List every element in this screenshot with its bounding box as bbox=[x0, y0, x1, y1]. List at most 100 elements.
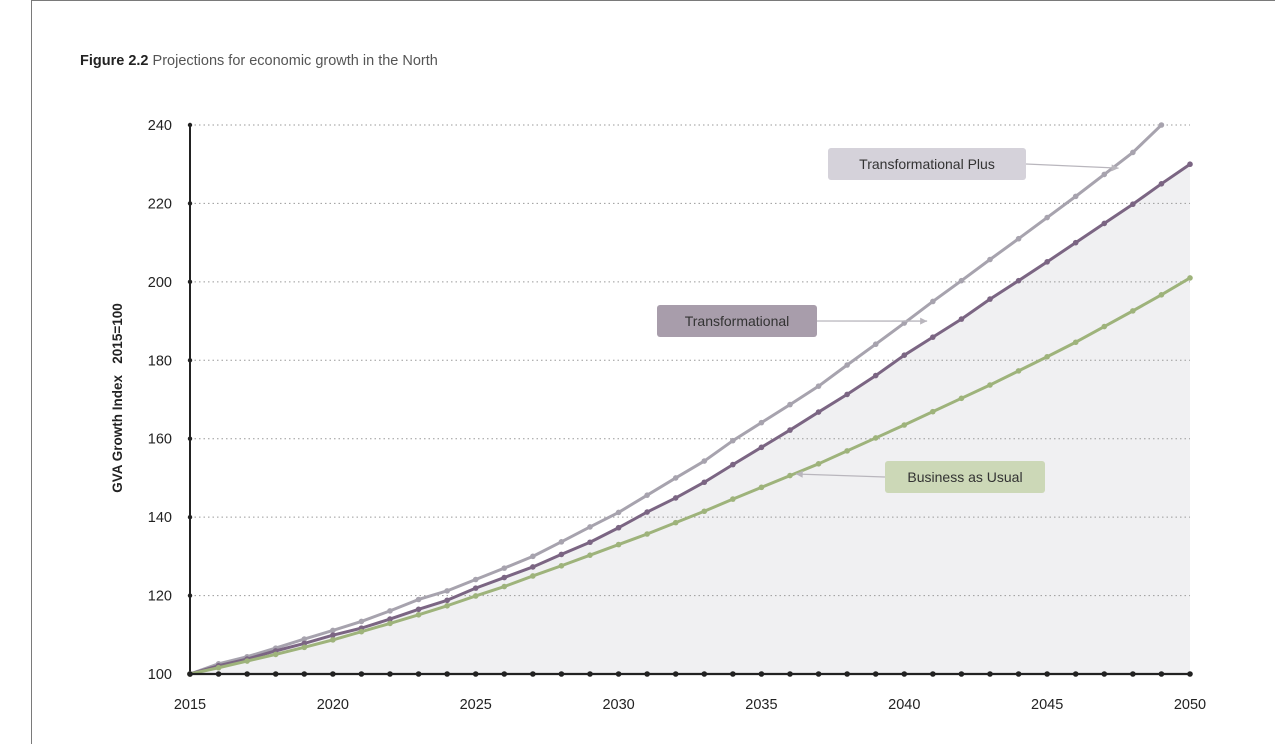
point-business-as-usual-11 bbox=[501, 583, 508, 590]
point-baseline-11 bbox=[501, 671, 508, 677]
annotation-box-transformational bbox=[657, 305, 817, 337]
point-business-as-usual-22 bbox=[815, 461, 822, 467]
area-fill bbox=[190, 164, 1190, 674]
point-transformational-23 bbox=[844, 391, 850, 398]
point-baseline-26 bbox=[930, 671, 936, 677]
series-transformational bbox=[187, 161, 1193, 677]
series-business-as-usual bbox=[187, 275, 1193, 677]
point-baseline-25 bbox=[901, 671, 908, 677]
point-baseline-1 bbox=[215, 671, 222, 677]
point-transformational-plus-27 bbox=[958, 277, 965, 284]
point-business-as-usual-13 bbox=[558, 562, 565, 569]
series-layer bbox=[187, 122, 1193, 677]
y-tick-label-120: 120 bbox=[148, 589, 172, 605]
point-transformational-13 bbox=[558, 551, 565, 558]
point-transformational-10 bbox=[472, 585, 479, 591]
point-transformational-plus-11 bbox=[501, 565, 508, 571]
x-tick-label-2050: 2050 bbox=[1174, 697, 1206, 713]
point-transformational-15 bbox=[615, 524, 622, 531]
point-transformational-plus-34 bbox=[1158, 122, 1165, 128]
point-baseline-24 bbox=[872, 671, 879, 677]
point-baseline-22 bbox=[815, 671, 822, 677]
point-business-as-usual-1 bbox=[215, 664, 222, 671]
annotation-business-as-usual: Business as Usual bbox=[795, 461, 1045, 493]
point-baseline-35 bbox=[1187, 671, 1193, 677]
point-transformational-plus-26 bbox=[930, 298, 936, 305]
point-transformational-plus-20 bbox=[758, 419, 765, 426]
x-tick-label-2040: 2040 bbox=[888, 697, 920, 713]
point-business-as-usual-7 bbox=[387, 620, 393, 627]
point-business-as-usual-10 bbox=[472, 593, 479, 599]
point-business-as-usual-2 bbox=[244, 658, 250, 664]
point-business-as-usual-12 bbox=[530, 573, 536, 579]
point-business-as-usual-4 bbox=[301, 644, 308, 651]
annotation-box-transformational-plus bbox=[828, 148, 1026, 180]
point-transformational-25 bbox=[901, 352, 908, 358]
point-transformational-17 bbox=[672, 495, 679, 501]
point-baseline-14 bbox=[587, 671, 593, 677]
point-transformational-plus-23 bbox=[844, 362, 850, 368]
point-transformational-plus-29 bbox=[1015, 235, 1022, 242]
point-baseline-34 bbox=[1158, 671, 1165, 677]
point-transformational-plus-9 bbox=[444, 588, 450, 594]
point-business-as-usual-5 bbox=[330, 637, 336, 643]
point-transformational-plus-13 bbox=[558, 539, 565, 545]
point-transformational-plus-5 bbox=[330, 627, 336, 634]
series-transformational-plus bbox=[187, 122, 1165, 677]
point-business-as-usual-17 bbox=[672, 519, 679, 526]
point-transformational-27 bbox=[958, 316, 965, 322]
point-business-as-usual-21 bbox=[787, 472, 793, 479]
annotation-transformational: Transformational bbox=[657, 305, 928, 337]
point-baseline-33 bbox=[1130, 671, 1136, 677]
point-baseline-30 bbox=[1044, 671, 1050, 677]
point-transformational-plus-14 bbox=[587, 524, 593, 530]
x-tick-label-2030: 2030 bbox=[602, 697, 634, 713]
point-transformational-plus-24 bbox=[872, 341, 879, 348]
point-transformational-plus-16 bbox=[644, 492, 650, 498]
point-business-as-usual-20 bbox=[758, 484, 765, 491]
point-baseline-29 bbox=[1015, 671, 1022, 677]
point-business-as-usual-16 bbox=[644, 531, 650, 537]
figure-caption: Projections for economic growth in the N… bbox=[152, 53, 438, 69]
point-transformational-plus-33 bbox=[1130, 149, 1136, 156]
point-baseline-0 bbox=[187, 671, 193, 677]
point-baseline-5 bbox=[330, 671, 336, 677]
point-business-as-usual-25 bbox=[901, 422, 908, 428]
y-tick-label-220: 220 bbox=[148, 196, 172, 212]
y-tick-label-160: 160 bbox=[148, 432, 172, 448]
point-transformational-34 bbox=[1158, 181, 1165, 187]
point-business-as-usual-14 bbox=[587, 552, 593, 558]
x-tick-label-2035: 2035 bbox=[745, 697, 777, 713]
point-transformational-9 bbox=[444, 597, 450, 604]
point-baseline-8 bbox=[415, 671, 422, 677]
point-transformational-19 bbox=[730, 461, 736, 468]
point-transformational-18 bbox=[701, 479, 708, 486]
point-transformational-5 bbox=[330, 632, 336, 638]
point-business-as-usual-33 bbox=[1130, 308, 1136, 314]
point-business-as-usual-28 bbox=[987, 382, 993, 388]
point-transformational-14 bbox=[587, 539, 593, 546]
point-transformational-31 bbox=[1072, 239, 1079, 246]
point-baseline-23 bbox=[844, 671, 850, 677]
point-transformational-plus-6 bbox=[358, 618, 365, 625]
y-tick-label-180: 180 bbox=[148, 353, 172, 369]
point-business-as-usual-34 bbox=[1158, 291, 1165, 298]
point-transformational-plus-4 bbox=[301, 636, 308, 642]
x-tick-label-2015: 2015 bbox=[174, 697, 206, 713]
point-transformational-plus-10 bbox=[472, 576, 479, 583]
annotation-text-transformational-plus: Transformational Plus bbox=[859, 156, 995, 172]
point-transformational-11 bbox=[501, 574, 508, 581]
y-axis-label: GVA Growth Index 2015=100 bbox=[110, 303, 125, 492]
point-baseline-9 bbox=[444, 671, 450, 677]
point-transformational-30 bbox=[1044, 259, 1050, 265]
point-transformational-plus-32 bbox=[1101, 171, 1108, 178]
point-business-as-usual-6 bbox=[358, 628, 365, 635]
point-business-as-usual-3 bbox=[272, 651, 279, 658]
point-business-as-usual-32 bbox=[1101, 323, 1108, 330]
point-baseline-27 bbox=[958, 671, 965, 677]
point-business-as-usual-29 bbox=[1015, 368, 1022, 374]
point-transformational-12 bbox=[530, 564, 536, 570]
point-baseline-17 bbox=[672, 671, 679, 677]
point-transformational-plus-19 bbox=[730, 437, 736, 444]
y-tick-label-240: 240 bbox=[148, 118, 172, 134]
